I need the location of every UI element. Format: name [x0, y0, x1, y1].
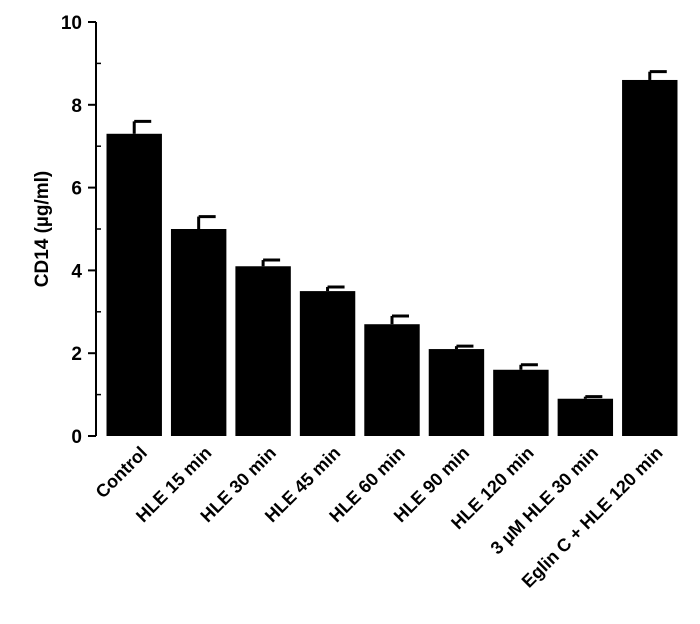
bar: [106, 133, 162, 436]
bar: [493, 369, 549, 436]
y-tick-label: 6: [71, 179, 82, 200]
x-category-label: Control: [92, 443, 151, 502]
bars: [106, 70, 678, 437]
bar: [622, 79, 678, 437]
y-axis: 0 2 4 6 8 10: [61, 13, 101, 448]
bar: [170, 229, 227, 436]
bar: [235, 266, 291, 436]
y-tick-label: 8: [71, 96, 82, 117]
y-tick-label: 0: [71, 427, 82, 448]
y-tick-label: 2: [71, 344, 82, 365]
bar: [299, 291, 356, 436]
y-tick-label: 4: [71, 261, 82, 282]
x-category-label: 3 µM HLE 30 min: [487, 443, 603, 559]
bar: [557, 398, 614, 436]
bar: [364, 324, 420, 436]
y-tick-label: 10: [61, 13, 82, 34]
bar: [428, 349, 485, 436]
y-axis-title: CD14 (µg/ml): [32, 171, 53, 288]
